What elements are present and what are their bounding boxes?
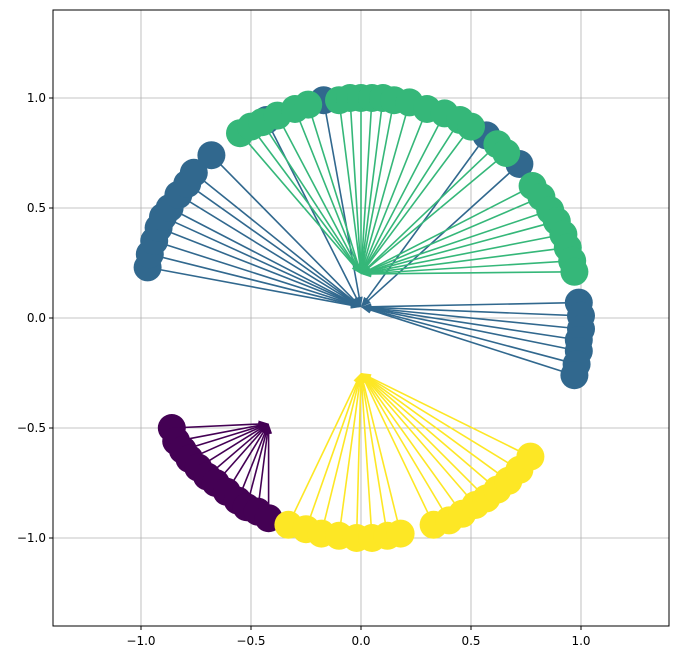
x-tick-label: −1.0	[126, 634, 155, 648]
vector-arrow-shaft	[362, 382, 402, 534]
vector-arrow-shaft	[320, 382, 360, 534]
vector-arrow-shaft	[362, 100, 395, 265]
vector-arrow-shaft	[363, 108, 428, 266]
vector-arrow-shaft	[365, 119, 461, 267]
vector-arrow-shaft	[370, 260, 573, 275]
vector-arrow-shaft	[365, 381, 450, 521]
vector-arrow-shaft	[368, 378, 509, 482]
vector-arrow-shaft	[364, 113, 446, 266]
vector-arrow-shaft	[361, 97, 384, 265]
vector-arrow-shaft	[370, 308, 579, 352]
data-point	[516, 442, 545, 471]
vector-arrow-head	[361, 373, 372, 381]
vector-arrow-shaft	[364, 381, 435, 526]
vector-arrow-head	[361, 270, 372, 278]
vector-arrow-shaft	[366, 380, 463, 515]
x-tick-label: −0.5	[236, 634, 265, 648]
arrow-layer	[147, 97, 582, 539]
vector-arrow-shaft	[338, 100, 361, 265]
vector-arrow-shaft	[370, 246, 568, 274]
x-tick-label: 0.5	[461, 634, 480, 648]
data-point	[386, 519, 415, 548]
vector-arrow-shaft	[366, 380, 477, 506]
vector-arrow-shaft	[276, 115, 358, 266]
vector-arrow-shaft	[294, 108, 359, 266]
vector-arrow-shaft	[370, 308, 577, 365]
vector-arrow-shaft	[362, 102, 411, 265]
vector-arrow-shaft	[149, 253, 352, 306]
data-point	[457, 112, 485, 141]
data-point	[197, 141, 226, 170]
vector-arrow-head	[361, 297, 371, 307]
vector-arrow-shaft	[169, 207, 353, 304]
vector-arrow-shaft	[338, 382, 361, 536]
point-layer	[133, 84, 595, 552]
vector-arrow-shaft	[368, 152, 507, 269]
vector-arrow-shaft	[369, 196, 542, 271]
vector-arrow-shaft	[370, 271, 575, 275]
data-point	[179, 158, 208, 187]
vector-arrow-shaft	[171, 423, 259, 429]
vector-arrow-shaft	[369, 185, 533, 271]
y-tick-label: −0.5	[17, 421, 46, 435]
vector-arrow-shaft	[370, 309, 575, 376]
vector-arrow-shaft	[158, 227, 352, 305]
vector-arrow-shaft	[239, 132, 356, 267]
vector-arrow-shaft	[370, 307, 582, 330]
vector-arrow-shaft	[153, 240, 352, 305]
vector-arrow-shaft	[370, 209, 551, 272]
vector-arrow-shaft	[265, 119, 358, 299]
vector-arrow-shaft	[349, 97, 362, 265]
vector-arrow-shaft	[370, 301, 579, 308]
x-axis: −1.0 −0.5 0.0 0.5 1.0	[126, 626, 591, 648]
vector-arrow-head	[361, 306, 372, 314]
vector-arrow-shaft	[287, 381, 358, 526]
vector-arrow-head	[355, 296, 363, 307]
data-point	[560, 361, 589, 390]
vector-arrow-head	[265, 423, 273, 434]
vector-arrow-shaft	[250, 126, 356, 267]
data-point	[294, 90, 323, 119]
vector-arrow-shaft	[305, 382, 359, 530]
y-tick-label: 0.5	[27, 201, 46, 215]
vector-arrow-shaft	[177, 194, 353, 303]
vector-arrow-shaft	[186, 183, 354, 302]
vector-arrow-shaft	[210, 154, 355, 301]
vector-arrow-shaft	[370, 306, 582, 317]
vector-arrow-shaft	[369, 376, 531, 458]
vector-arrow-shaft	[370, 233, 564, 273]
vector-arrow-shaft	[368, 378, 498, 491]
vector-arrow-shaft	[360, 97, 373, 265]
vector-arrow-shaft	[366, 126, 472, 267]
x-tick-label: 1.0	[571, 634, 590, 648]
y-axis: −1.0 −0.5 0.0 0.5 1.0	[17, 91, 53, 545]
vector-arrow-shaft	[361, 382, 389, 536]
y-tick-label: 1.0	[27, 91, 46, 105]
data-point	[560, 257, 589, 286]
vector-arrow-shaft	[369, 377, 520, 471]
vector-arrow-shaft	[193, 172, 354, 302]
vector-arrow-shaft	[355, 382, 362, 539]
vector-arrow-shaft	[147, 266, 352, 306]
data-point	[492, 139, 521, 167]
vector-arrow-shaft	[367, 143, 498, 268]
vector-arrow-shaft	[162, 216, 353, 304]
vector-arrow-shaft	[307, 104, 359, 265]
vector-arrow-shaft	[367, 379, 487, 499]
vector-arrow-shaft	[370, 307, 579, 341]
x-tick-label: 0.0	[351, 634, 370, 648]
y-tick-label: −1.0	[17, 531, 46, 545]
vector-arrow-shaft	[360, 382, 373, 539]
vector-arrow-shaft	[370, 220, 558, 273]
vector-arrow-shaft	[261, 121, 357, 267]
y-tick-label: 0.0	[27, 311, 46, 325]
